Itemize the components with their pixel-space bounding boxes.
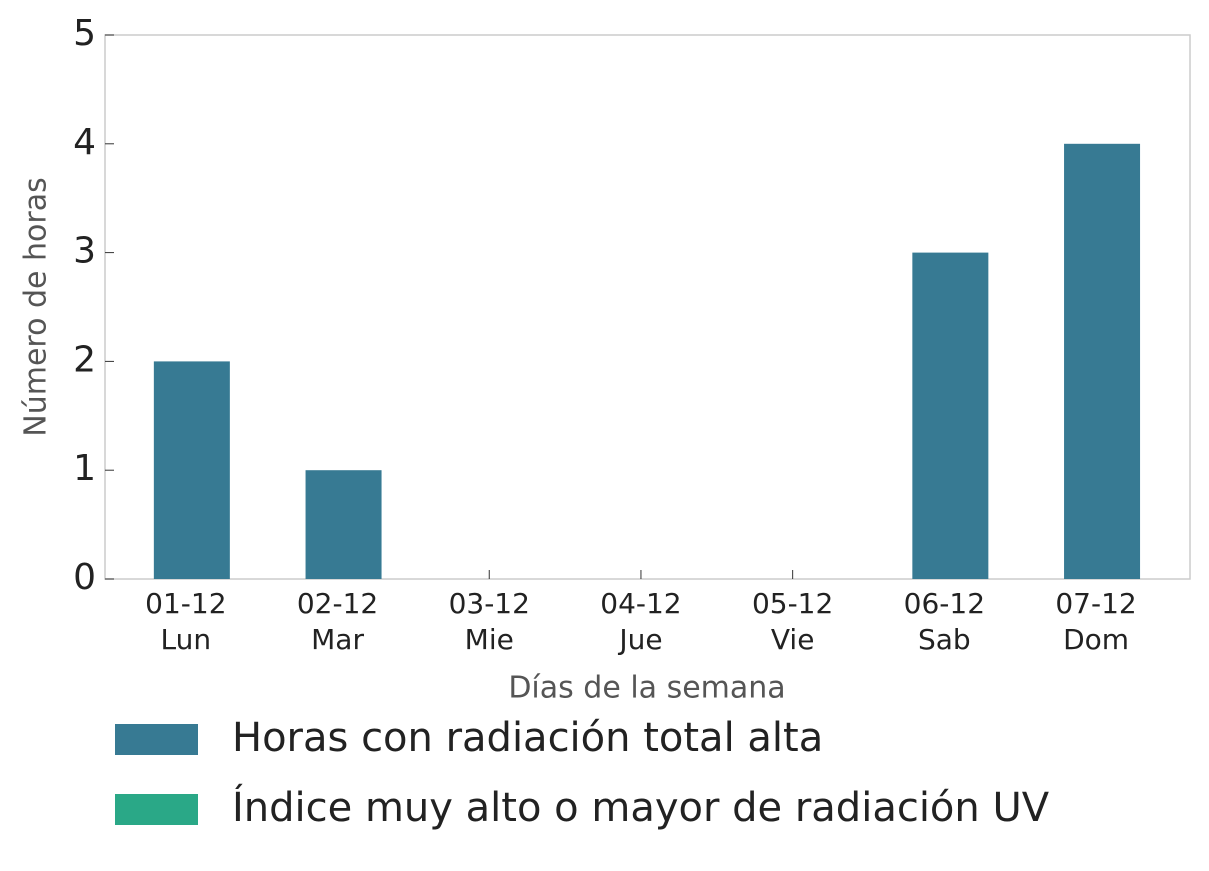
bar	[305, 470, 382, 579]
y-tick-label: 1	[73, 448, 96, 489]
y-tick-label: 5	[73, 13, 96, 54]
y-tick-label: 4	[73, 122, 96, 163]
bar	[1064, 143, 1141, 580]
x-tick-label: 03-12 Mie	[449, 587, 530, 656]
x-tick-label: 04-12 Jue	[600, 587, 681, 656]
plot-frame	[104, 34, 1191, 580]
x-axis-label: Días de la semana	[508, 671, 785, 706]
legend-swatch	[115, 724, 198, 755]
x-tick-label: 05-12 Vie	[752, 587, 833, 656]
bar	[912, 252, 989, 579]
y-axis-label: Número de horas	[19, 177, 54, 436]
x-tick-label: 02-12 Mar	[297, 587, 378, 656]
legend-swatch	[115, 794, 198, 825]
y-tick-label: 3	[73, 231, 96, 272]
bar	[153, 361, 230, 579]
x-tick-label: 07-12 Dom	[1055, 587, 1136, 656]
legend-label: Índice muy alto o mayor de radiación UV	[232, 783, 1050, 831]
legend-label: Horas con radiación total alta	[232, 715, 823, 761]
y-tick-label: 2	[73, 339, 96, 380]
y-tick-label: 0	[73, 557, 96, 598]
x-tick-label: 01-12 Lun	[145, 587, 226, 656]
x-tick-label: 06-12 Sab	[904, 587, 985, 656]
